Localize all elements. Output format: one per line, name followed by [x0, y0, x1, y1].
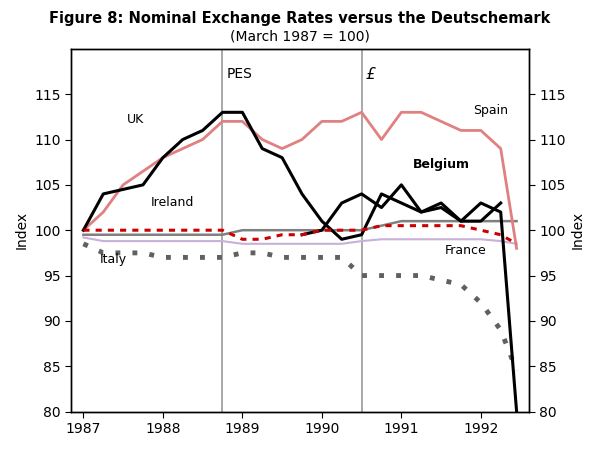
Text: Belgium: Belgium — [413, 158, 470, 171]
Text: £: £ — [365, 67, 376, 82]
Text: Ireland: Ireland — [151, 196, 194, 209]
Text: UK: UK — [127, 113, 145, 126]
Y-axis label: Index: Index — [571, 211, 585, 249]
Text: Figure 8: Nominal Exchange Rates versus the Deutschemark: Figure 8: Nominal Exchange Rates versus … — [49, 11, 551, 26]
Text: Spain: Spain — [473, 104, 508, 117]
Y-axis label: Index: Index — [15, 211, 29, 249]
Text: PES: PES — [226, 67, 253, 81]
Text: (March 1987 = 100): (March 1987 = 100) — [230, 29, 370, 43]
Text: Italy: Italy — [99, 253, 127, 267]
Text: France: France — [445, 244, 487, 258]
